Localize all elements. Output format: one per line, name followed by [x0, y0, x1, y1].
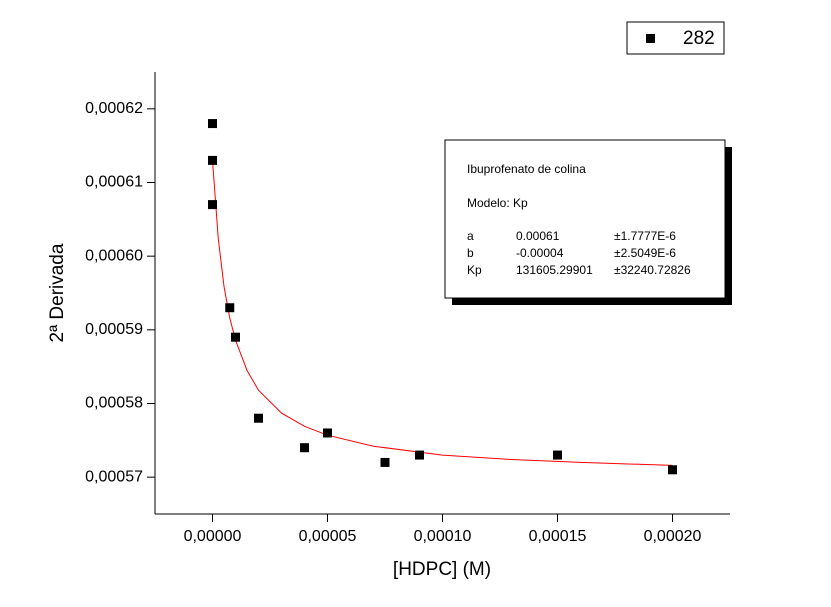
annotation-box — [444, 139, 726, 299]
annotation-cell: a — [467, 229, 474, 243]
annotation-cell: ±1.7777E-6 — [614, 229, 676, 243]
x-tick-label: 0,00005 — [299, 528, 357, 545]
y-tick-label: 0,00060 — [85, 247, 143, 264]
annotation-cell: -0.00004 — [516, 246, 564, 260]
data-point — [553, 450, 562, 460]
data-point — [231, 332, 240, 342]
x-tick-label: 0,00015 — [529, 528, 587, 545]
data-point — [415, 450, 424, 460]
data-point — [208, 200, 217, 210]
y-tick-label: 0,00059 — [85, 321, 143, 338]
y-tick-label: 0,00061 — [85, 174, 143, 191]
legend-label: 282 — [683, 28, 715, 49]
legend-marker — [646, 34, 655, 43]
data-point — [323, 428, 332, 438]
data-point — [208, 155, 217, 165]
y-tick-label: 0,00062 — [85, 100, 143, 117]
y-tick-label: 0,00057 — [85, 468, 143, 485]
x-tick-label: 0,00000 — [184, 528, 242, 545]
data-point — [380, 457, 390, 467]
legend-box — [626, 21, 725, 55]
data-point — [208, 119, 217, 129]
annotation-title: Ibuprofenato de colina — [467, 162, 586, 176]
annotation-cell: Kp — [467, 263, 482, 277]
annotation-cell: ±2.5049E-6 — [614, 246, 676, 260]
annotation-cell: 0.00061 — [516, 229, 560, 243]
annotation-cell: ±32240.72826 — [614, 263, 691, 277]
y-axis-title: 2ª Derivada — [47, 243, 68, 342]
y-tick-label: 0,00058 — [85, 395, 143, 412]
x-tick-label: 0,00020 — [644, 528, 702, 545]
fit-curve — [212, 160, 673, 466]
data-point — [300, 443, 309, 453]
data-point — [668, 465, 677, 475]
annotation-cell: b — [467, 246, 474, 260]
x-axis-title: [HDPC] (M) — [393, 559, 491, 580]
data-point — [254, 413, 263, 423]
x-tick-label: 0,00010 — [414, 528, 472, 545]
annotation-model: Modelo: Kp — [467, 196, 528, 210]
annotation-cell: 131605.29901 — [516, 263, 593, 277]
data-point — [225, 303, 235, 313]
